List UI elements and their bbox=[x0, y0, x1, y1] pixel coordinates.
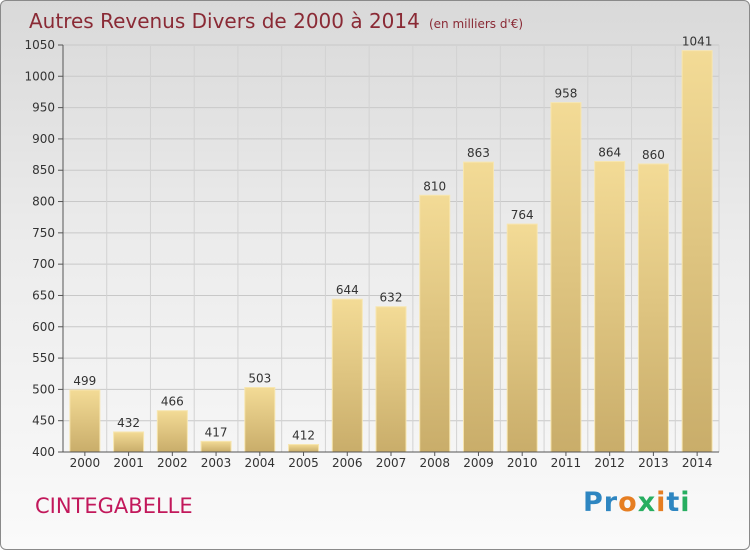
value-label-2004: 503 bbox=[248, 372, 271, 386]
x-tick-label: 2003 bbox=[201, 456, 232, 470]
bars bbox=[69, 50, 713, 453]
logo-letter: i bbox=[656, 487, 667, 518]
x-tick-label: 2002 bbox=[157, 456, 188, 470]
value-label-2014: 1041 bbox=[682, 35, 713, 49]
y-tick-label: 450 bbox=[32, 414, 55, 428]
logo-letter: r bbox=[603, 487, 619, 518]
labels: 400 450 500 550 600 650 700 750 800 850 900 950 1000… bbox=[24, 35, 712, 470]
x-tick-label: 2011 bbox=[551, 456, 582, 470]
x-tick-label: 2012 bbox=[594, 456, 625, 470]
bar-2014 bbox=[681, 50, 713, 453]
y-tick-label: 550 bbox=[32, 351, 55, 365]
bar-2011 bbox=[550, 102, 582, 453]
y-tick-label: 600 bbox=[32, 320, 55, 334]
y-tick-label: 950 bbox=[32, 101, 55, 115]
x-tick-label: 2009 bbox=[463, 456, 494, 470]
bar-2012 bbox=[594, 160, 626, 453]
chart-title: Autres Revenus Divers de 2000 à 2014 (en… bbox=[29, 9, 523, 33]
bar-2010 bbox=[506, 223, 538, 453]
bar-2002 bbox=[156, 410, 188, 453]
x-tick-label: 2004 bbox=[245, 456, 276, 470]
bar-2005 bbox=[288, 443, 320, 453]
bar-2009 bbox=[462, 161, 494, 453]
value-label-2000: 499 bbox=[73, 374, 96, 388]
bar-2000 bbox=[69, 389, 101, 453]
value-label-2009: 863 bbox=[467, 146, 490, 160]
y-tick-label: 400 bbox=[32, 445, 55, 459]
x-tick-label: 2013 bbox=[638, 456, 669, 470]
y-tick-label: 750 bbox=[32, 226, 55, 240]
y-tick-label: 1000 bbox=[24, 69, 55, 83]
axes bbox=[58, 44, 719, 456]
value-label-2002: 466 bbox=[161, 395, 184, 409]
value-label-2006: 644 bbox=[336, 283, 359, 297]
bar-2006 bbox=[331, 298, 363, 453]
x-tick-label: 2000 bbox=[70, 456, 101, 470]
y-tick-label: 700 bbox=[32, 257, 55, 271]
y-tick-label: 800 bbox=[32, 195, 55, 209]
logo-letter: t bbox=[666, 487, 681, 518]
bar-2003 bbox=[200, 440, 232, 453]
x-tick-label: 2007 bbox=[376, 456, 407, 470]
y-tick-label: 500 bbox=[32, 382, 55, 396]
x-tick-label: 2001 bbox=[113, 456, 144, 470]
x-tick-label: 2010 bbox=[507, 456, 538, 470]
y-tick-label: 1050 bbox=[24, 38, 55, 52]
commune-name: CINTEGABELLE bbox=[35, 494, 193, 518]
x-tick-label: 2014 bbox=[682, 456, 713, 470]
proxiti-logo: Proxiti bbox=[583, 487, 691, 518]
chart-title-main: Autres Revenus Divers de 2000 à 2014 bbox=[29, 9, 420, 33]
logo-letter: x bbox=[637, 487, 657, 518]
logo-letter: o bbox=[618, 487, 638, 518]
value-label-2013: 860 bbox=[642, 148, 665, 162]
bar-2001 bbox=[113, 431, 145, 453]
bar-2008 bbox=[419, 194, 451, 453]
value-label-2001: 432 bbox=[117, 416, 140, 430]
logo-letter: i bbox=[680, 487, 691, 518]
chart-title-unit: (en milliers d'€) bbox=[428, 17, 524, 31]
x-tick-label: 2006 bbox=[332, 456, 363, 470]
value-label-2011: 958 bbox=[554, 87, 577, 101]
value-label-2008: 810 bbox=[423, 179, 446, 193]
y-tick-label: 850 bbox=[32, 163, 55, 177]
bar-2013 bbox=[637, 163, 669, 453]
value-label-2010: 764 bbox=[511, 208, 534, 222]
value-label-2012: 864 bbox=[598, 145, 621, 159]
x-tick-label: 2008 bbox=[419, 456, 450, 470]
y-tick-label: 900 bbox=[32, 132, 55, 146]
bar-2004 bbox=[244, 387, 276, 453]
y-tick-label: 650 bbox=[32, 288, 55, 302]
value-label-2007: 632 bbox=[380, 291, 403, 305]
x-tick-label: 2005 bbox=[288, 456, 319, 470]
logo-letter: P bbox=[583, 487, 604, 518]
value-label-2005: 412 bbox=[292, 428, 315, 442]
bar-2007 bbox=[375, 306, 407, 453]
value-label-2003: 417 bbox=[205, 425, 228, 439]
